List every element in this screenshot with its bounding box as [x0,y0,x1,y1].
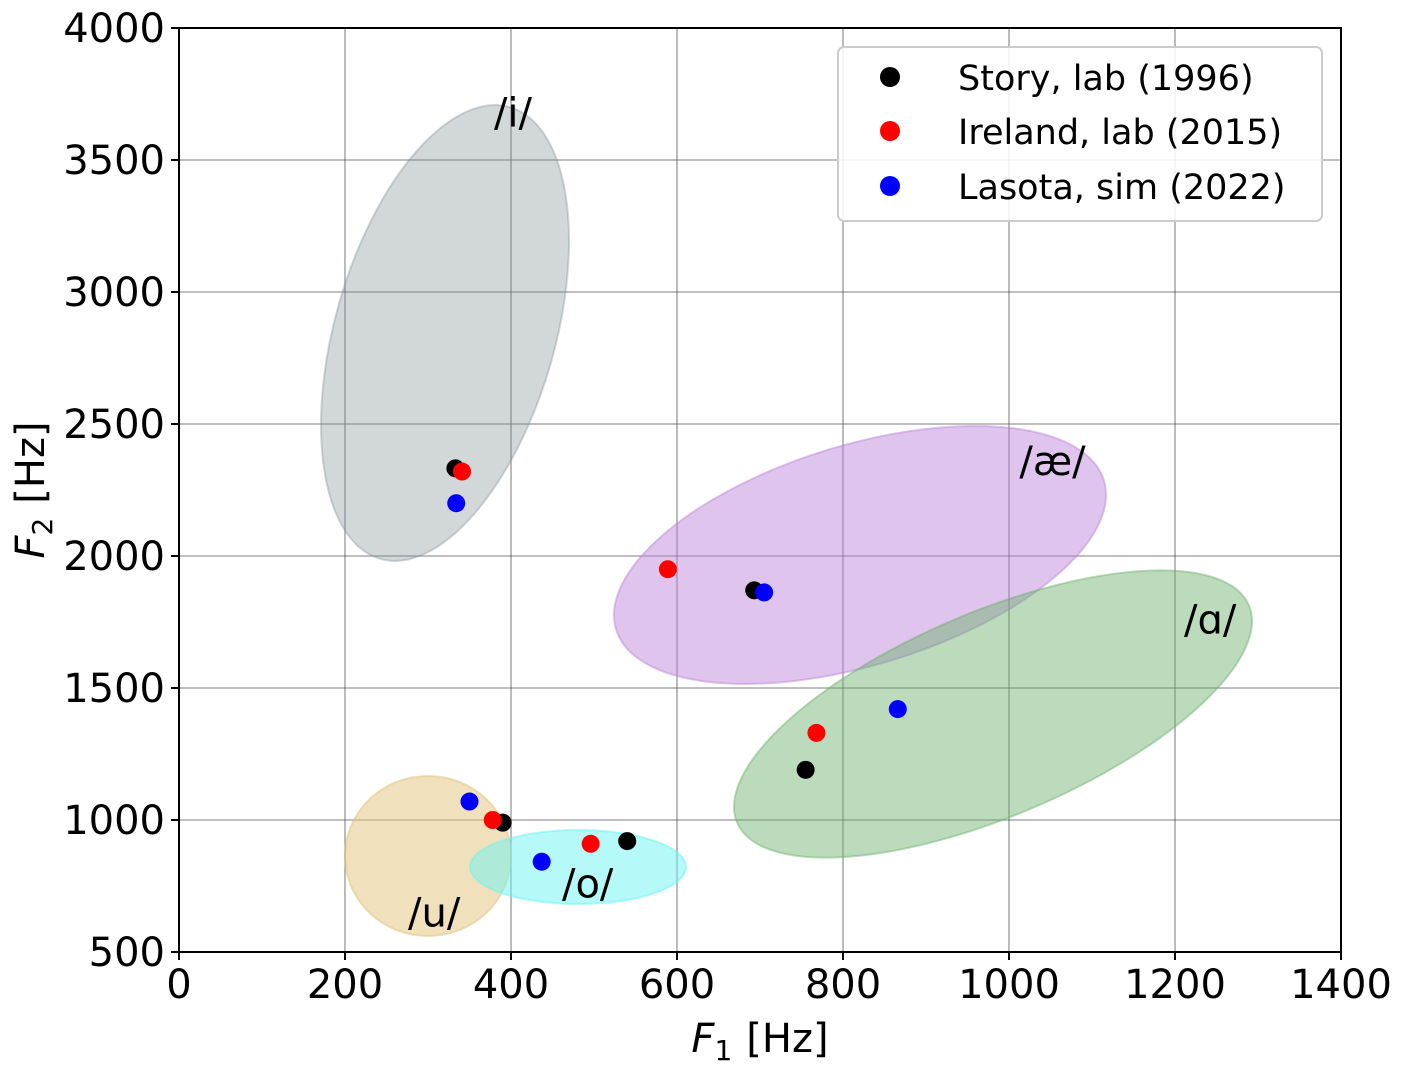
legend-marker-lasota [880,176,900,196]
legend: Story, lab (1996) Ireland, lab (2015) La… [837,46,1323,222]
y-tick-label: 2000 [63,534,165,580]
point-ireland [483,811,502,829]
x-tick-label: 200 [307,962,383,1008]
point-lasota [755,583,774,602]
point-lasota [532,852,551,871]
legend-marker-story [880,67,900,87]
x-tick-label: 1000 [958,962,1060,1008]
legend-box [837,46,1323,222]
x-tick-label: 0 [166,962,191,1008]
y-tick-label: 3500 [63,138,165,184]
point-lasota [460,792,479,811]
legend-label-lasota: Lasota, sim (2022) [958,168,1286,208]
x-tick-label: 1200 [1124,962,1226,1008]
plot-frame [178,27,1342,953]
point-ireland [658,560,677,579]
legend-marker-ireland [880,121,900,141]
point-lasota [447,494,466,513]
x-axis-label: F1 [Hz] [691,1016,828,1067]
region-label-ae: /æ/ [1019,439,1086,485]
region-a [733,569,1253,859]
y-tick-label: 3000 [63,270,165,316]
legend-label-story: Story, lab (1996) [958,59,1254,99]
x-tick-label: 400 [473,962,549,1008]
x-axis-label-unit: [Hz] [746,1016,828,1062]
point-ireland [453,462,472,481]
point-ireland [807,723,826,742]
point-story [618,832,637,851]
x-axis-label-subscript: 1 [714,1034,732,1067]
point-story [796,760,815,779]
y-tick-label: 4000 [63,6,165,52]
y-axis-ticks: 500 1000 1500 2000 2500 3000 3500 4000 [63,6,179,976]
y-axis-label-unit: [Hz] [8,421,54,503]
region-label-u: /u/ [408,890,461,936]
y-axis-label-symbol: F [8,535,54,559]
y-axis-label: F2 [Hz] [8,421,59,558]
region-label-i: /i/ [494,90,533,136]
y-tick-label: 1500 [63,666,165,712]
x-axis-label-symbol: F [691,1016,715,1062]
x-axis-ticks: 0 200 400 600 800 1000 1200 1400 [166,952,1392,1008]
x-tick-label: 1400 [1290,962,1392,1008]
region-i [319,104,571,562]
vowel-regions [319,104,1253,937]
y-tick-label: 500 [89,930,165,976]
x-tick-label: 800 [805,962,881,1008]
y-tick-label: 1000 [63,798,165,844]
x-tick-label: 600 [639,962,715,1008]
region-labels: /i/ /æ/ /ɑ/ /u/ /o/ [408,90,1237,936]
point-ireland [581,834,600,853]
legend-label-ireland: Ireland, lab (2015) [958,113,1282,153]
y-tick-label: 2500 [63,402,165,448]
y-axis-label-subscript: 2 [26,518,59,536]
point-lasota [888,700,907,719]
region-label-a: /ɑ/ [1184,597,1237,643]
region-label-o: /o/ [562,861,614,907]
region-ae [613,425,1107,685]
data-points [446,459,907,871]
